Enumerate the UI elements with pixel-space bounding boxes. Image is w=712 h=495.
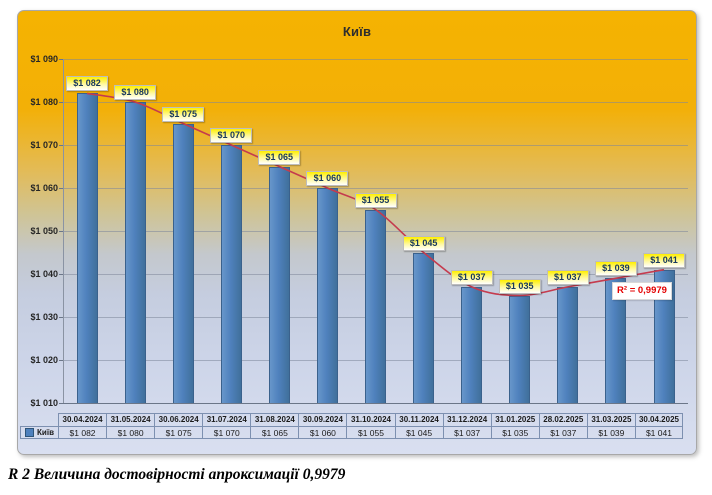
bar-value-label: $1 080 xyxy=(114,85,157,100)
table-date-cell: 31.08.2024 xyxy=(250,413,299,426)
legend-label: Київ xyxy=(37,427,54,437)
table-date-cell: 30.04.2024 xyxy=(58,413,107,426)
bar-value-label: $1 082 xyxy=(66,76,108,92)
y-axis-label: $1 030 xyxy=(30,312,58,322)
y-axis-label: $1 080 xyxy=(30,97,58,107)
table-value-cell: $1 039 xyxy=(586,426,635,439)
bar xyxy=(124,102,146,403)
table-date-cell: 31.07.2024 xyxy=(202,413,251,426)
bar xyxy=(557,286,579,403)
bar-value-label: $1 045 xyxy=(402,235,445,251)
bar xyxy=(509,295,531,403)
gridline xyxy=(63,403,688,404)
table-value-cell: $1 055 xyxy=(346,426,395,439)
axis-tick xyxy=(59,317,63,318)
gridline xyxy=(63,188,688,189)
axis-tick xyxy=(59,231,63,232)
table-date-cell: 28.02.2025 xyxy=(538,413,587,426)
bar xyxy=(413,252,435,403)
y-axis-label: $1 040 xyxy=(30,269,58,279)
table-date-cell: 30.11.2024 xyxy=(394,413,443,426)
axis-tick xyxy=(59,403,63,404)
axis-tick xyxy=(59,145,63,146)
bar-value-label: $1 041 xyxy=(643,252,685,268)
axis-tick xyxy=(59,102,63,103)
table-value-cell: $1 075 xyxy=(154,426,203,439)
table-date-cell: 31.01.2025 xyxy=(490,413,539,426)
bar-value-label: $1 039 xyxy=(594,261,637,277)
trendline xyxy=(86,92,665,297)
table-value-cell: $1 035 xyxy=(490,426,539,439)
bar xyxy=(365,209,386,403)
table-date-cell: 31.10.2024 xyxy=(346,413,395,426)
y-axis-label: $1 010 xyxy=(30,398,58,408)
table-value-cell: $1 045 xyxy=(394,426,443,439)
bar xyxy=(268,166,290,403)
axis-tick xyxy=(59,274,63,275)
y-axis-label: $1 060 xyxy=(30,183,58,193)
y-axis-label: $1 020 xyxy=(30,355,58,365)
bar-value-label: $1 035 xyxy=(498,278,541,294)
axis-tick xyxy=(59,59,63,60)
bar-value-label: $1 037 xyxy=(546,269,589,285)
table-stub-cell xyxy=(20,413,58,426)
table-value-cell: $1 041 xyxy=(634,426,683,439)
table-value-cell: $1 065 xyxy=(250,426,299,439)
y-axis-label: $1 090 xyxy=(30,54,58,64)
chart-frame: Київ $1 090 $1 080 $1 070 $1 060 $1 050 $1 04… xyxy=(17,10,697,455)
gridline xyxy=(63,59,688,60)
table-date-cell: 30.04.2025 xyxy=(634,413,683,426)
bar-value-label: $1 070 xyxy=(210,128,253,143)
bar-value-label: $1 055 xyxy=(354,192,397,208)
y-axis-line xyxy=(63,59,64,403)
table-date-cell: 31.03.2025 xyxy=(586,413,635,426)
gridline xyxy=(63,145,688,146)
bar xyxy=(461,286,483,403)
data-table: 30.04.2024 31.05.2024 30.06.2024 31.07.2024… xyxy=(20,413,683,439)
bar xyxy=(76,93,98,403)
bar-value-label: $1 060 xyxy=(306,171,349,186)
table-value-cell: $1 037 xyxy=(538,426,587,439)
bar-value-label: $1 065 xyxy=(258,149,301,165)
legend-swatch xyxy=(25,428,35,437)
chart-title: Київ xyxy=(342,24,372,39)
table-value-cell: $1 070 xyxy=(202,426,251,439)
y-axis-label: $1 050 xyxy=(30,226,58,236)
axis-tick xyxy=(59,360,63,361)
table-value-cell: $1 060 xyxy=(298,426,347,439)
table-date-cell: 31.12.2024 xyxy=(442,413,491,426)
table-value-cell: $1 080 xyxy=(106,426,155,439)
bar xyxy=(172,123,194,403)
table-date-cell: 30.09.2024 xyxy=(298,413,347,426)
gridline xyxy=(63,102,688,103)
figure-caption: R 2 Величина достовірності апроксимації … xyxy=(8,466,346,483)
table-date-cell: 31.05.2024 xyxy=(106,413,155,426)
table-date-cell: 30.06.2024 xyxy=(154,413,203,426)
y-axis-label: $1 070 xyxy=(30,140,58,150)
legend-cell: Київ xyxy=(20,426,58,439)
bar-value-label: $1 075 xyxy=(162,106,205,122)
table-value-cell: $1 082 xyxy=(58,426,107,439)
table-value-cell: $1 037 xyxy=(442,426,491,439)
bar-value-label: $1 037 xyxy=(450,269,493,285)
bar xyxy=(220,145,242,403)
r-squared-label: R² = 0,9979 xyxy=(612,282,672,300)
bar xyxy=(316,188,338,403)
axis-tick xyxy=(59,188,63,189)
